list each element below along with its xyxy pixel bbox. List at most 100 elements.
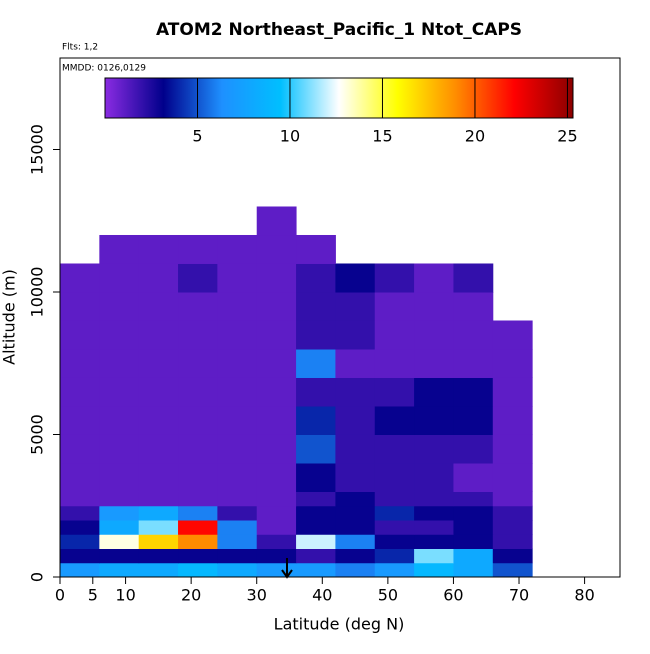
cell xyxy=(296,320,336,350)
cell xyxy=(178,320,218,350)
cell xyxy=(492,562,533,578)
heatmap xyxy=(60,206,533,578)
y-axis-label: Altitude (m) xyxy=(0,269,19,365)
cell xyxy=(99,434,140,464)
cell xyxy=(335,320,376,350)
cell xyxy=(138,348,179,378)
cell xyxy=(492,377,533,407)
cell xyxy=(256,206,297,236)
cell xyxy=(492,519,533,535)
cell xyxy=(138,548,179,564)
cell xyxy=(99,291,140,321)
cell xyxy=(374,505,415,521)
cell xyxy=(414,291,454,321)
cell xyxy=(99,462,140,492)
cell xyxy=(217,491,258,507)
colorbar-tick-label: 25 xyxy=(557,127,577,146)
cell xyxy=(217,234,258,264)
x-tick-label: 70 xyxy=(509,586,529,605)
cell xyxy=(374,291,415,321)
cell xyxy=(178,491,218,507)
cell xyxy=(178,405,218,435)
cell xyxy=(335,348,376,378)
cell xyxy=(217,462,258,492)
date-note: MMDD: 0126,0129 xyxy=(62,64,146,74)
cell xyxy=(374,320,415,350)
cell xyxy=(178,348,218,378)
cell xyxy=(256,405,297,435)
cell xyxy=(256,505,297,521)
cell xyxy=(178,377,218,407)
cell xyxy=(217,377,258,407)
cell xyxy=(217,434,258,464)
colorbar xyxy=(104,77,574,119)
cell xyxy=(138,377,179,407)
cell xyxy=(374,462,415,492)
cell xyxy=(99,534,140,549)
cell xyxy=(374,562,415,578)
cell xyxy=(296,234,336,264)
cell xyxy=(453,462,494,492)
cell xyxy=(374,348,415,378)
cell xyxy=(492,434,533,464)
cell xyxy=(335,548,376,564)
cell xyxy=(60,462,100,492)
cell xyxy=(178,434,218,464)
cell xyxy=(138,291,179,321)
cell xyxy=(178,234,218,264)
cell xyxy=(256,562,297,578)
cell xyxy=(296,434,336,464)
cell xyxy=(217,562,258,578)
cell xyxy=(217,320,258,350)
x-tick-label: 80 xyxy=(574,586,594,605)
cell xyxy=(99,548,140,564)
cell xyxy=(217,291,258,321)
cell xyxy=(414,534,454,549)
colorbar-tick-label: 20 xyxy=(465,127,485,146)
cell xyxy=(217,519,258,535)
cell xyxy=(99,519,140,535)
cell xyxy=(99,491,140,507)
cell xyxy=(138,263,179,293)
cell xyxy=(138,519,179,535)
cell xyxy=(138,320,179,350)
cell xyxy=(453,562,494,578)
cell xyxy=(374,263,415,293)
cell xyxy=(453,548,494,564)
cell xyxy=(335,562,376,578)
cell xyxy=(60,548,100,564)
cell xyxy=(296,534,336,549)
cell xyxy=(60,519,100,535)
colorbar-tick-label: 5 xyxy=(192,127,202,146)
arrow-head xyxy=(281,569,293,579)
cell xyxy=(453,519,494,535)
cell xyxy=(374,519,415,535)
cell xyxy=(492,405,533,435)
cell xyxy=(374,405,415,435)
cell xyxy=(414,505,454,521)
cell xyxy=(453,405,494,435)
cell xyxy=(217,505,258,521)
cell xyxy=(138,505,179,521)
cell xyxy=(138,491,179,507)
cell xyxy=(414,405,454,435)
cell xyxy=(178,263,218,293)
y-tick-label: 5000 xyxy=(28,414,47,455)
cell xyxy=(99,320,140,350)
cell xyxy=(414,462,454,492)
cell xyxy=(217,405,258,435)
cell xyxy=(335,377,376,407)
cell xyxy=(414,434,454,464)
x-tick-label: 60 xyxy=(443,586,463,605)
cell xyxy=(296,263,336,293)
cell xyxy=(178,505,218,521)
cell xyxy=(60,534,100,549)
cell xyxy=(492,534,533,549)
cell xyxy=(296,405,336,435)
colorbar-tick-label: 10 xyxy=(280,127,300,146)
plot-frame xyxy=(59,57,621,578)
cell xyxy=(178,548,218,564)
cell xyxy=(256,263,297,293)
cell xyxy=(217,548,258,564)
